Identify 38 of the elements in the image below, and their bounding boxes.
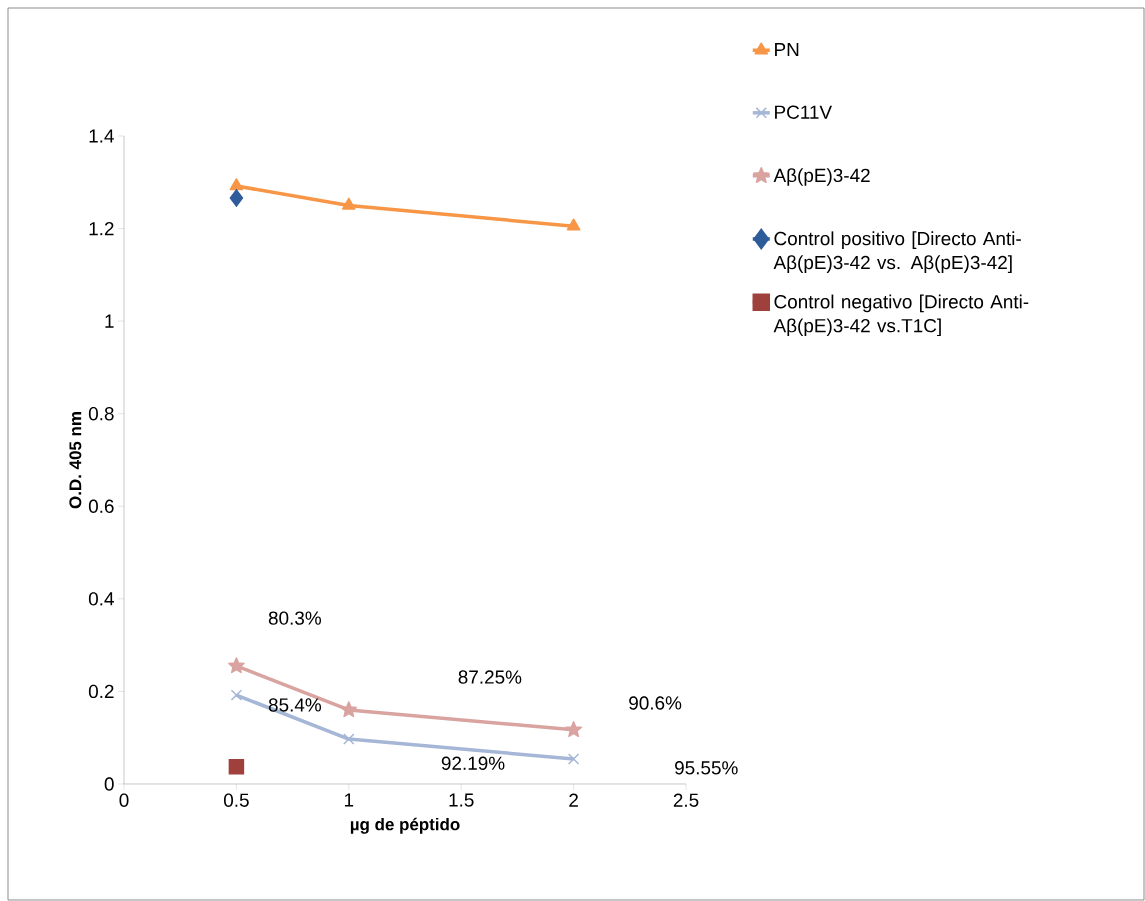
- point: [229, 189, 244, 207]
- annotation: 85.4%: [268, 698, 322, 712]
- point: [230, 689, 243, 701]
- legend-label: Aβ(pE)3-42: [773, 168, 870, 186]
- x-tick-label: 2.5: [673, 793, 699, 807]
- point: [342, 197, 356, 210]
- legend-label: Control negativo [Directo Anti-Aβ(pE)3-42 vs.T1C]: [773, 294, 1029, 337]
- y-tick-label: 1.4: [89, 129, 114, 143]
- annotation: 80.3%: [268, 611, 322, 625]
- y-tick-label: 0.8: [88, 406, 114, 421]
- point: [566, 218, 581, 231]
- y-tick-label: 1: [105, 314, 114, 328]
- annotation: 92.19%: [441, 756, 505, 770]
- legend-label: PC11V: [775, 105, 832, 119]
- point: [343, 733, 355, 745]
- x-tick-label: 0.5: [223, 793, 249, 807]
- y-tick-label: 1.2: [89, 221, 114, 236]
- annotation: 95.55%: [675, 761, 738, 775]
- point: [229, 178, 244, 191]
- annotation: 90.6%: [629, 696, 682, 710]
- y-tick-label: 0.6: [88, 499, 114, 513]
- y-tick-label: 0: [104, 777, 114, 791]
- x-tick-label: 2: [569, 793, 578, 807]
- point: [228, 759, 245, 775]
- point: [340, 701, 358, 718]
- annotation: 87.25%: [458, 670, 522, 684]
- y-tick-label: 0.2: [88, 684, 114, 699]
- legend-label: PN: [775, 42, 799, 56]
- y-tick-label: 0.4: [88, 592, 114, 606]
- x-tick-label: 1.5: [449, 793, 474, 807]
- legend-label: Control positivo [Directo Anti-Aβ(pE)3-42 vs. Aβ(pE)3-42]: [773, 231, 1021, 273]
- point: [565, 721, 582, 738]
- x-tick-label: 0: [119, 793, 129, 807]
- x-tick-label: 1: [344, 793, 354, 807]
- x-axis-title: µg de péptido: [350, 817, 460, 834]
- point: [567, 753, 580, 765]
- point: [228, 657, 245, 674]
- y-axis-title: O.D. 405 nm: [69, 412, 82, 509]
